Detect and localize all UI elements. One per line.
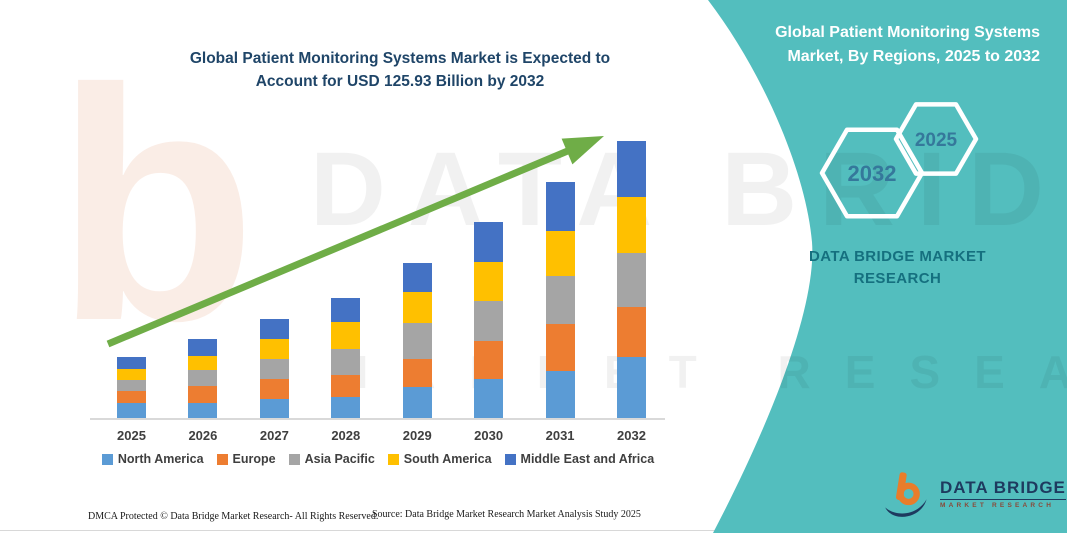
bar-segment-2027-europe bbox=[259, 378, 289, 399]
chart-legend: North America Europe Asia Pacific South Ame… bbox=[88, 452, 668, 466]
bottom-divider bbox=[0, 530, 1067, 531]
bar-segment-2025-north-america bbox=[117, 403, 146, 418]
bar-segment-2026-middle-east-and-africa bbox=[188, 339, 218, 356]
legend-item-middle-east-and-africa: Middle East and Africa bbox=[504, 452, 655, 466]
legend-label-middle-east-and-africa: Middle East and Africa bbox=[520, 452, 655, 466]
bar-segment-2029-europe bbox=[402, 358, 432, 388]
teal-panel-shape bbox=[708, 0, 1067, 533]
x-axis-label-2027: 2027 bbox=[259, 428, 289, 443]
chart-title-line2: Account for USD 125.93 Billion by 2032 bbox=[255, 73, 545, 90]
bar-segment-2027-asia-pacific bbox=[259, 358, 289, 379]
bar-segment-2027-north-america bbox=[259, 398, 289, 418]
dbmr-logo-icon bbox=[885, 472, 927, 517]
logo-name: DATA BRIDGE bbox=[940, 478, 1066, 500]
bar-segment-2032-south-america bbox=[617, 197, 646, 253]
bar-segment-2027-south-america bbox=[259, 338, 289, 359]
x-axis-label-2032: 2032 bbox=[617, 428, 646, 443]
legend-label-south-america: South America bbox=[403, 452, 492, 466]
chart-title-line1: Global Patient Monitoring Systems Market… bbox=[189, 50, 611, 67]
legend-swatch-middle-east-and-africa bbox=[504, 453, 516, 465]
logo-subtitle: MARKET RESEARCH bbox=[940, 501, 1055, 509]
bar-segment-2032-north-america bbox=[617, 356, 646, 418]
hexagon-2025 bbox=[893, 102, 979, 176]
bar-segment-2025-middle-east-and-africa bbox=[117, 357, 146, 369]
trend-arrow-line bbox=[106, 146, 572, 348]
dmca-notice: DMCA Protected © Data Bridge Market Rese… bbox=[88, 511, 379, 522]
bar-segment-2031-middle-east-and-africa bbox=[545, 181, 575, 231]
legend-swatch-asia-pacific bbox=[288, 453, 300, 465]
legend-item-north-america: North America bbox=[101, 452, 204, 466]
hexagon-2025-label: 2025 bbox=[915, 130, 958, 151]
bar-segment-2031-south-america bbox=[545, 230, 575, 277]
dbmr-logo-text: DATA BRIDGE MARKET RESEARCH bbox=[940, 478, 1066, 509]
bar-segment-2028-north-america bbox=[331, 397, 361, 418]
panel-title-line2: Market, By Regions, 2025 to 2032 bbox=[787, 48, 1040, 65]
trend-arrow-head bbox=[561, 136, 604, 165]
hexagon-2032 bbox=[819, 127, 925, 219]
bar-segment-2028-south-america bbox=[331, 322, 361, 349]
x-axis-label-2026: 2026 bbox=[188, 428, 218, 443]
bar-segment-2032-asia-pacific bbox=[617, 252, 646, 308]
panel-title: Global Patient Monitoring Systems Market… bbox=[730, 21, 1040, 69]
chart-title: Global Patient Monitoring Systems Market… bbox=[150, 47, 650, 93]
bar-segment-2031-asia-pacific bbox=[545, 276, 575, 325]
x-axis-label-2029: 2029 bbox=[402, 428, 432, 443]
hexagon-2032-label: 2032 bbox=[848, 161, 897, 186]
bar-segment-2030-asia-pacific bbox=[474, 300, 504, 341]
bar-segment-2030-south-america bbox=[474, 261, 504, 301]
legend-label-north-america: North America bbox=[117, 452, 204, 466]
legend-label-asia-pacific: Asia Pacific bbox=[304, 452, 375, 466]
legend-label-europe: Europe bbox=[232, 452, 276, 466]
legend-item-asia-pacific: Asia Pacific bbox=[288, 452, 375, 466]
brand-text-line1: DATA BRIDGE MARKET bbox=[809, 248, 986, 265]
logo-b-bowl bbox=[897, 482, 920, 506]
dbmr-logo: DATA BRIDGE MARKET RESEARCH bbox=[878, 468, 1066, 518]
bar-segment-2031-europe bbox=[545, 324, 575, 371]
x-axis-line bbox=[90, 418, 665, 420]
bar-segment-2031-north-america bbox=[545, 370, 575, 418]
legend-item-south-america: South America bbox=[387, 452, 492, 466]
bar-segment-2029-middle-east-and-africa bbox=[402, 262, 432, 292]
x-axis-label-2031: 2031 bbox=[545, 428, 575, 443]
bar-segment-2032-europe bbox=[617, 307, 646, 357]
legend-swatch-north-america bbox=[101, 453, 113, 465]
panel-title-line1: Global Patient Monitoring Systems bbox=[775, 24, 1040, 41]
bar-segment-2027-middle-east-and-africa bbox=[259, 319, 289, 339]
logo-swoosh bbox=[885, 499, 927, 517]
bar-segment-2028-middle-east-and-africa bbox=[331, 298, 361, 323]
bar-segment-2030-north-america bbox=[474, 379, 504, 418]
bar-segment-2029-north-america bbox=[402, 387, 432, 418]
x-axis-label-2028: 2028 bbox=[331, 428, 361, 443]
brand-text-line2: RESEARCH bbox=[853, 270, 942, 287]
bar-segment-2026-south-america bbox=[188, 355, 218, 371]
bar-segment-2026-asia-pacific bbox=[188, 370, 218, 386]
source-note: Source: Data Bridge Market Research Mark… bbox=[372, 509, 641, 520]
bar-segment-2025-south-america bbox=[117, 368, 146, 380]
x-axis-label-2025: 2025 bbox=[117, 428, 146, 443]
bar-segment-2029-south-america bbox=[402, 291, 432, 323]
bar-segment-2028-europe bbox=[331, 374, 361, 398]
legend-item-europe: Europe bbox=[216, 452, 276, 466]
bar-segment-2026-north-america bbox=[188, 402, 218, 418]
bar-segment-2030-europe bbox=[474, 340, 504, 380]
legend-swatch-europe bbox=[216, 453, 228, 465]
bar-segment-2029-asia-pacific bbox=[402, 322, 432, 359]
legend-swatch-south-america bbox=[387, 453, 399, 465]
bar-segment-2032-middle-east-and-africa bbox=[617, 141, 646, 198]
bar-segment-2025-europe bbox=[117, 390, 146, 404]
bar-segment-2026-europe bbox=[188, 385, 218, 403]
bar-segment-2030-middle-east-and-africa bbox=[474, 221, 504, 262]
bar-segment-2028-asia-pacific bbox=[331, 348, 361, 375]
brand-text: DATA BRIDGE MARKET RESEARCH bbox=[780, 246, 1015, 290]
x-axis-label-2030: 2030 bbox=[474, 428, 504, 443]
bar-segment-2025-asia-pacific bbox=[117, 379, 146, 391]
